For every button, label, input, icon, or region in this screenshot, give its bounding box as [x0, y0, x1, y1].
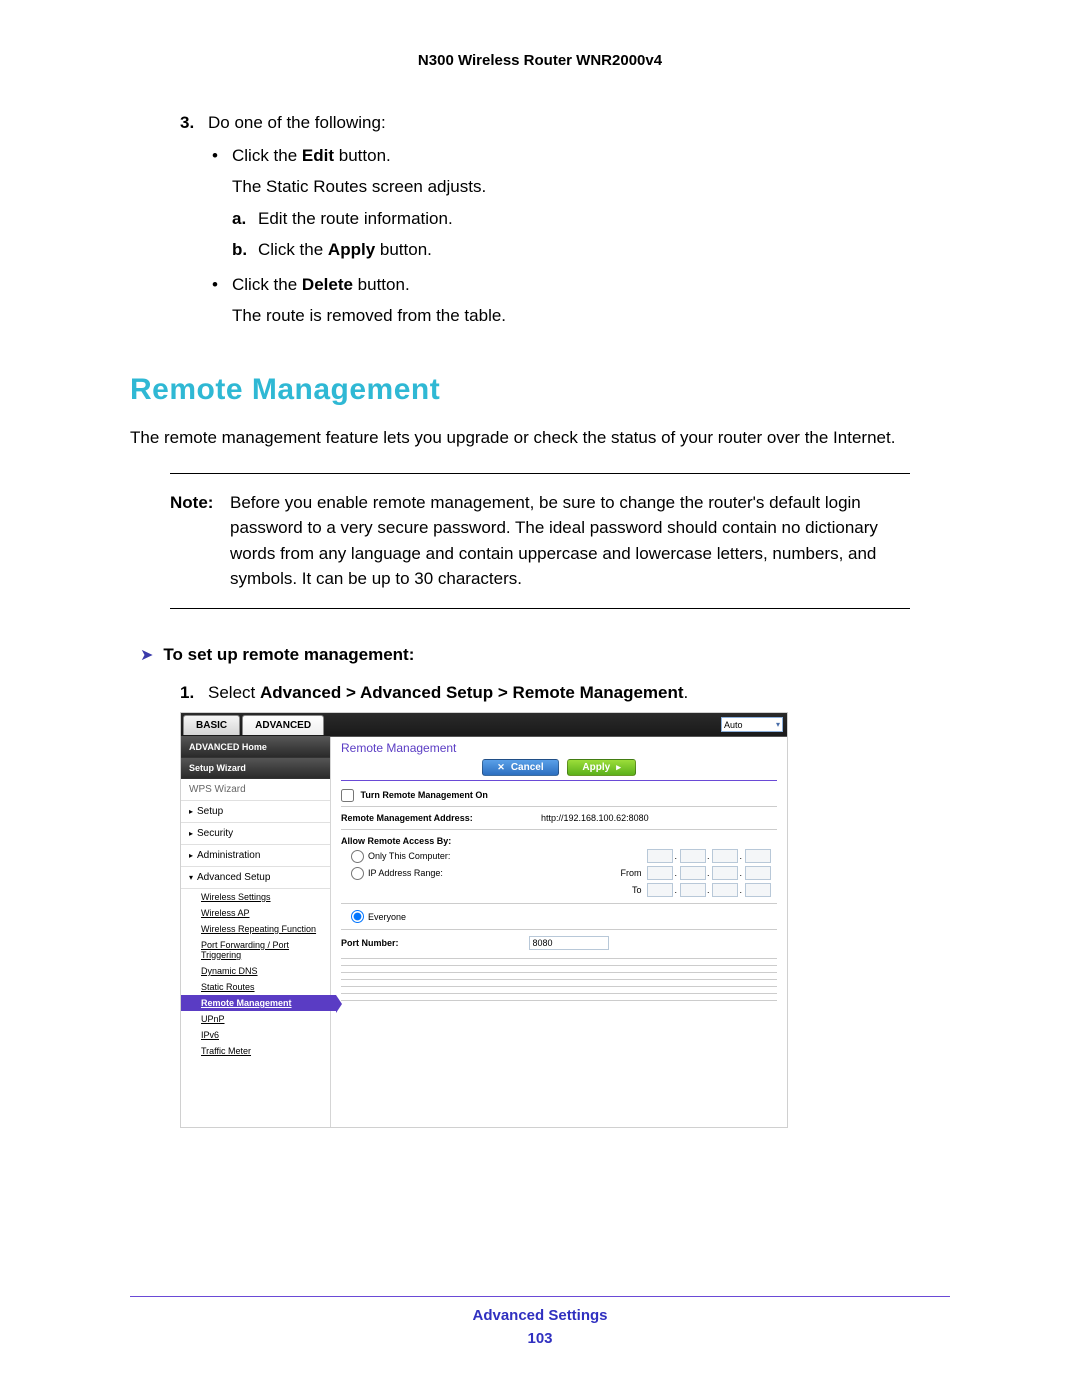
ip-range-radio[interactable] — [351, 867, 364, 880]
ip-input[interactable] — [647, 849, 673, 863]
page-header: N300 Wireless Router WNR2000v4 — [0, 0, 1080, 69]
ip-input[interactable] — [745, 866, 771, 880]
sidebar-setup-wizard[interactable]: Setup Wizard — [181, 758, 330, 779]
router-screenshot: BASIC ADVANCED Auto ▾ ADVANCED Home Setu… — [180, 712, 788, 1128]
step-number: 3. — [180, 109, 208, 333]
triangle-right-icon: ▸ — [189, 851, 193, 860]
button-label: Apply — [582, 762, 610, 773]
close-icon: ✕ — [497, 762, 505, 773]
address-value: http://192.168.100.62:8080 — [541, 813, 649, 823]
subnav-wireless-settings[interactable]: Wireless Settings — [181, 889, 330, 905]
from-label: From — [620, 868, 641, 878]
sidebar-security[interactable]: ▸Security — [181, 823, 330, 845]
sidebar-wps-wizard[interactable]: WPS Wizard — [181, 779, 330, 801]
arrow-right-icon: ▸ — [616, 762, 621, 773]
alpha-text: Edit the route information. — [258, 205, 453, 232]
ip-input[interactable] — [712, 866, 738, 880]
port-input[interactable] — [529, 936, 609, 950]
sidebar-advanced-setup[interactable]: ▾Advanced Setup — [181, 867, 330, 889]
procedure-arrow-icon: ➤ — [140, 645, 153, 665]
note-text: Before you enable remote management, be … — [230, 490, 910, 592]
note-label: Note: — [170, 490, 230, 592]
sidebar-advanced-home[interactable]: ADVANCED Home — [181, 737, 330, 758]
alpha-b: b. Click the Apply button. — [232, 236, 486, 263]
ip-input[interactable] — [680, 883, 706, 897]
ip-input[interactable] — [745, 883, 771, 897]
footer-title: Advanced Settings — [0, 1307, 1080, 1324]
step-3: 3. Do one of the following: • Click the … — [180, 109, 950, 333]
turn-on-checkbox-row: Turn Remote Management On — [341, 789, 777, 807]
bullet-subtext: The Static Routes screen adjusts. — [232, 173, 486, 200]
ip-input[interactable] — [712, 883, 738, 897]
ip-input[interactable] — [680, 849, 706, 863]
bullet-delete: • Click the Delete button. The route is … — [208, 271, 506, 329]
alpha-text: Click the Apply button. — [258, 236, 432, 263]
ip-input[interactable] — [712, 849, 738, 863]
button-label: Cancel — [511, 762, 544, 773]
procedure-heading: To set up remote management: — [163, 645, 414, 665]
alpha-marker: b. — [232, 236, 258, 263]
sidebar: ADVANCED Home Setup Wizard WPS Wizard ▸S… — [181, 737, 331, 1127]
tab-basic[interactable]: BASIC — [183, 715, 240, 735]
subnav-static-routes[interactable]: Static Routes — [181, 979, 330, 995]
step-intro: Do one of the following: — [208, 109, 506, 136]
triangle-right-icon: ▸ — [189, 829, 193, 838]
bullet-dot-icon: • — [212, 142, 232, 267]
ip-input[interactable] — [680, 866, 706, 880]
ip-input[interactable] — [745, 849, 771, 863]
intro-paragraph: The remote management feature lets you u… — [130, 425, 950, 451]
triangle-down-icon: ▾ — [189, 873, 193, 882]
turn-on-checkbox[interactable] — [341, 789, 354, 802]
section-heading: Remote Management — [130, 373, 950, 407]
tab-advanced[interactable]: ADVANCED — [242, 715, 324, 735]
subnav-wireless-ap[interactable]: Wireless AP — [181, 905, 330, 921]
chevron-down-icon: ▾ — [776, 720, 780, 729]
allow-access-label: Allow Remote Access By: — [341, 836, 777, 846]
cancel-button[interactable]: ✕ Cancel — [482, 759, 558, 776]
only-this-radio[interactable] — [351, 850, 364, 863]
step-number: 1. — [180, 679, 208, 706]
everyone-label: Everyone — [368, 912, 406, 922]
address-label: Remote Management Address: — [341, 813, 541, 823]
language-select[interactable]: Auto ▾ — [721, 717, 783, 732]
subnav-upnp[interactable]: UPnP — [181, 1011, 330, 1027]
port-label: Port Number: — [341, 938, 399, 948]
subnav-remote-management[interactable]: Remote Management — [181, 995, 336, 1011]
alpha-marker: a. — [232, 205, 258, 232]
bullet-subtext: The route is removed from the table. — [232, 302, 506, 329]
subnav-dynamic-dns[interactable]: Dynamic DNS — [181, 963, 330, 979]
alpha-a: a. Edit the route information. — [232, 205, 486, 232]
step-1: 1. Select Advanced > Advanced Setup > Re… — [180, 679, 950, 706]
subnav-wireless-repeating[interactable]: Wireless Repeating Function — [181, 921, 330, 937]
sidebar-administration[interactable]: ▸Administration — [181, 845, 330, 867]
footer-page-number: 103 — [0, 1330, 1080, 1347]
to-label: To — [632, 885, 642, 895]
everyone-radio[interactable] — [351, 910, 364, 923]
ip-range-label: IP Address Range: — [368, 868, 443, 878]
bullet-text: Click the Edit button. — [232, 146, 391, 165]
step-text: Select Advanced > Advanced Setup > Remot… — [208, 679, 688, 706]
subnav-traffic-meter[interactable]: Traffic Meter — [181, 1043, 330, 1059]
bullet-edit: • Click the Edit button. The Static Rout… — [208, 142, 506, 267]
sidebar-setup[interactable]: ▸Setup — [181, 801, 330, 823]
triangle-right-icon: ▸ — [189, 807, 193, 816]
main-panel: Remote Management ✕ Cancel Apply ▸ Turn … — [331, 737, 787, 1127]
note-box: Note: Before you enable remote managemen… — [170, 473, 910, 609]
subnav-port-forwarding[interactable]: Port Forwarding / Port Triggering — [181, 937, 330, 963]
checkbox-label: Turn Remote Management On — [361, 790, 488, 800]
apply-button[interactable]: Apply ▸ — [567, 759, 635, 776]
select-value: Auto — [724, 720, 743, 730]
only-this-label: Only This Computer: — [368, 851, 450, 861]
page-footer: Advanced Settings 103 — [0, 1296, 1080, 1347]
ip-input[interactable] — [647, 883, 673, 897]
subnav-ipv6[interactable]: IPv6 — [181, 1027, 330, 1043]
panel-title: Remote Management — [341, 741, 777, 755]
bullet-dot-icon: • — [212, 271, 232, 329]
ip-input[interactable] — [647, 866, 673, 880]
bullet-text: Click the Delete button. — [232, 275, 410, 294]
